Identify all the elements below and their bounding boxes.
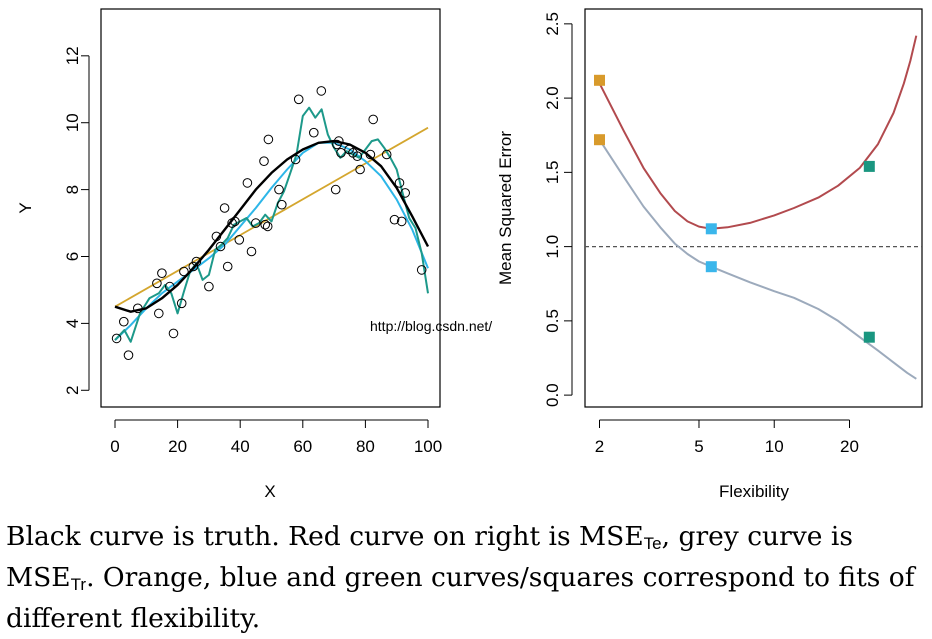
data-point — [179, 266, 189, 277]
data-point — [204, 281, 214, 292]
data-point — [277, 199, 287, 210]
data-point — [334, 136, 344, 146]
right-x-tick-label: 20 — [840, 437, 859, 456]
right-x-tick-label: 10 — [765, 437, 784, 456]
data-point — [242, 178, 253, 188]
fit-marker-square — [594, 134, 605, 146]
left-panel: 0 20 40 60 80 100 2 4 6 8 10 12 X Y — [16, 8, 442, 501]
caption-text-3: . Orange, blue and green curves/squares … — [6, 562, 915, 634]
data-point — [368, 114, 379, 125]
left-x-tick-label: 60 — [293, 437, 312, 456]
data-point — [309, 127, 319, 138]
data-point — [365, 149, 376, 160]
data-point — [274, 184, 284, 195]
data-point — [227, 218, 237, 228]
data-point — [154, 308, 164, 319]
data-point — [389, 214, 400, 225]
data-point — [394, 178, 405, 188]
left-y-tick-label: 12 — [63, 46, 82, 65]
data-point — [157, 268, 167, 279]
left-x-tick-label: 100 — [414, 437, 442, 456]
right-x-tick-label: 2 — [595, 437, 604, 456]
data-point — [336, 148, 346, 158]
fit-marker-square — [863, 160, 875, 172]
training-mse-curve — [598, 139, 917, 380]
left-y-tick-label: 2 — [63, 386, 82, 395]
right-y-tick-label: 2.0 — [543, 86, 562, 110]
data-point — [168, 328, 179, 339]
left-x-tick-label: 40 — [231, 437, 250, 456]
left-plot-frame — [100, 8, 441, 408]
right-y-tick-label: 1.0 — [543, 235, 562, 259]
caption-text-1: Black curve is truth. Red curve on right… — [6, 521, 644, 552]
caption-text-2: , grey curve is MSE — [6, 521, 853, 593]
fit-marker-square — [705, 261, 717, 273]
right-y-axis-label: Mean Squared Error — [496, 131, 515, 285]
linear-fit-line — [114, 126, 429, 308]
data-point — [352, 151, 363, 161]
data-point — [219, 203, 230, 213]
data-point — [400, 188, 411, 198]
right-y-tick-label: 0.0 — [543, 383, 562, 407]
data-point — [234, 235, 245, 245]
data-point — [381, 149, 392, 160]
figure: 0 20 40 60 80 100 2 4 6 8 10 12 X Y 2 5 10 20 0.0 0.5 1.0 1.… — [16, 8, 923, 501]
data-point — [152, 278, 162, 289]
fit-marker-square — [863, 331, 875, 343]
left-y-tick-label: 10 — [63, 113, 82, 132]
data-point — [259, 156, 269, 166]
data-point — [316, 86, 327, 96]
left-y-tick-label: 6 — [63, 252, 82, 261]
data-point — [262, 221, 273, 232]
watermark: http://blog.csdn.net/ — [370, 318, 492, 334]
data-point — [290, 154, 301, 165]
right-x-axis-label: Flexibility — [719, 482, 789, 501]
right-y-tick-label: 0.5 — [543, 309, 562, 333]
truth-curve — [114, 139, 430, 313]
data-point — [215, 241, 226, 252]
test-mse-curve — [598, 35, 918, 230]
data-point — [211, 231, 222, 242]
data-point — [111, 333, 122, 344]
left-y-tick-label: 8 — [63, 185, 82, 194]
right-panel: 2 5 10 20 0.0 0.5 1.0 1.5 2.0 2.5 Flexibility Mean … — [496, 8, 923, 501]
caption: Black curve is truth. Red curve on right… — [6, 516, 926, 639]
data-point — [119, 316, 129, 327]
data-point — [251, 218, 261, 228]
fit-marker-square — [705, 223, 717, 235]
fit-marker-square — [594, 74, 605, 86]
data-point — [230, 216, 240, 227]
left-x-tick-label: 20 — [168, 437, 187, 456]
data-point — [123, 350, 134, 361]
data-point — [260, 219, 271, 230]
data-point — [176, 298, 187, 309]
data-point — [416, 265, 427, 275]
left-y-axis-label: Y — [16, 202, 35, 213]
data-point — [191, 256, 202, 267]
left-x-axis-label: X — [264, 482, 275, 501]
right-y-tick-label: 2.5 — [543, 12, 562, 36]
data-point — [246, 246, 257, 257]
data-point — [330, 184, 341, 195]
right-plot-frame — [584, 8, 923, 408]
left-x-tick-label: 0 — [110, 437, 119, 456]
data-point — [396, 216, 407, 227]
left-y-tick-label: 4 — [63, 319, 82, 328]
data-point — [188, 261, 199, 272]
data-point — [293, 94, 304, 105]
data-point — [355, 164, 365, 175]
data-point — [165, 281, 175, 292]
left-x-tick-label: 80 — [356, 437, 375, 456]
caption-subscript-te: Te — [643, 534, 662, 553]
data-point — [222, 261, 233, 272]
caption-subscript-tr: Tr — [70, 575, 87, 594]
right-y-tick-label: 1.5 — [543, 161, 562, 185]
smooth-fit-curve — [114, 141, 429, 341]
data-point — [263, 134, 274, 145]
right-x-tick-label: 5 — [694, 437, 703, 456]
data-point — [133, 303, 143, 314]
